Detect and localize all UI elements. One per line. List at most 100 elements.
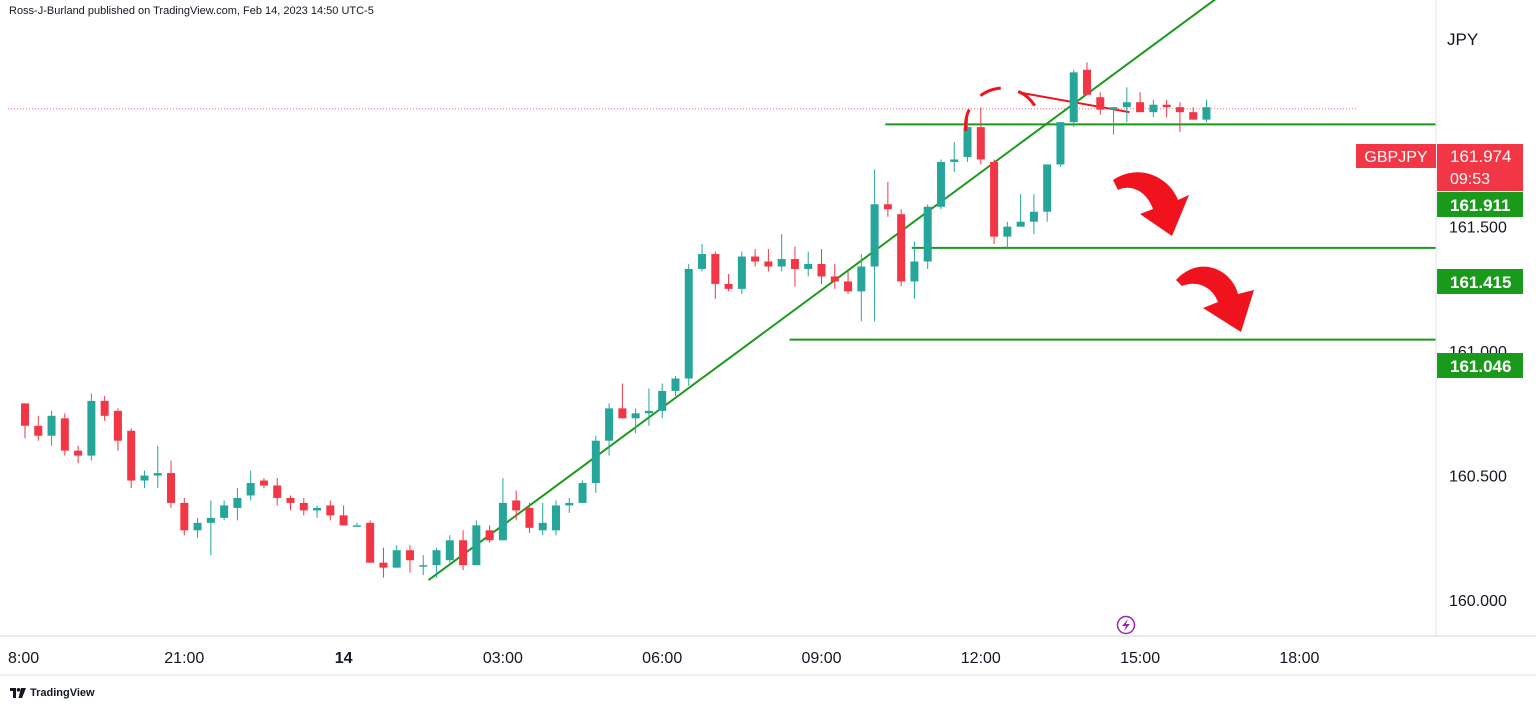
candle[interactable] [830,264,839,289]
candle[interactable] [644,388,653,426]
candle[interactable] [658,383,667,419]
candle[interactable] [698,244,707,272]
candle[interactable] [684,264,693,386]
candle[interactable] [1056,122,1065,167]
candle-body [1202,107,1211,120]
candle[interactable] [578,480,587,503]
candle[interactable] [936,159,945,210]
candle-body [113,410,122,441]
candle[interactable] [1202,99,1211,123]
candle[interactable] [34,415,43,441]
candle[interactable] [552,500,560,536]
candle[interactable] [313,505,322,518]
candle[interactable] [153,445,162,488]
candle[interactable] [366,520,375,563]
candle[interactable] [751,249,760,267]
candle[interactable] [472,520,481,566]
candle[interactable] [1162,99,1171,118]
candle[interactable] [1069,69,1078,128]
candle[interactable] [498,478,507,541]
candle[interactable] [352,522,361,527]
candle[interactable] [60,413,69,456]
candle[interactable] [857,254,866,322]
candle[interactable] [1109,107,1118,135]
candle[interactable] [923,204,932,269]
candle[interactable] [870,169,879,322]
candle[interactable] [724,273,733,292]
candle-body [976,127,985,160]
candle[interactable] [538,502,547,536]
candle[interactable] [1029,194,1038,235]
candle[interactable] [883,181,892,217]
candle[interactable] [565,497,574,513]
candle[interactable] [591,435,600,493]
candle[interactable] [445,535,454,563]
candle[interactable] [220,500,229,521]
candle[interactable] [976,107,985,165]
candle[interactable] [74,445,83,464]
candle[interactable] [339,505,348,526]
candle[interactable] [1136,92,1145,113]
candle[interactable] [605,403,614,456]
candle[interactable] [512,490,521,521]
candle[interactable] [21,403,29,439]
candle[interactable] [950,142,959,172]
candle[interactable] [286,495,295,511]
candle[interactable] [419,555,428,576]
candle[interactable] [113,408,122,451]
candle-body [1189,112,1198,120]
price-labels: GBPJPY 161.974 09:53 161.911 161.415 161… [1356,144,1523,378]
candle[interactable] [1096,92,1105,115]
candle-body [180,502,189,531]
candle[interactable] [87,393,96,461]
candle[interactable] [140,470,149,488]
candle[interactable] [405,545,414,573]
candle[interactable] [1083,62,1091,95]
candle[interactable] [897,209,906,287]
candle[interactable] [737,251,746,294]
candle[interactable] [1175,102,1184,133]
candle[interactable] [618,383,627,419]
candle[interactable] [777,234,786,272]
candle[interactable] [804,251,813,277]
candle[interactable] [764,249,773,272]
candle[interactable] [193,517,202,538]
candle[interactable] [1122,87,1131,123]
candle[interactable] [671,376,680,396]
candle[interactable] [817,249,826,284]
candle[interactable] [1149,99,1158,118]
candle[interactable] [392,545,401,568]
candle[interactable] [844,271,853,294]
candle[interactable] [1016,194,1025,227]
candle[interactable] [180,497,189,536]
candle[interactable] [167,460,176,508]
candle[interactable] [326,500,335,521]
candle[interactable] [910,241,919,299]
candle[interactable] [432,547,441,578]
candle[interactable] [790,246,799,287]
candle[interactable] [47,410,56,446]
candle[interactable] [100,395,109,421]
candle[interactable] [1189,107,1198,120]
candle[interactable] [631,408,640,434]
candle[interactable] [299,497,308,516]
candle[interactable] [711,251,720,299]
candle[interactable] [485,525,494,543]
level-1-box [1437,192,1523,217]
candle[interactable] [963,114,972,162]
candle[interactable] [379,547,388,578]
candle[interactable] [206,500,215,556]
candle[interactable] [246,470,255,501]
candle[interactable] [233,488,242,521]
currency-label: JPY [1447,30,1479,49]
candle[interactable] [990,159,999,245]
lightning-icon[interactable] [1116,615,1136,635]
candle[interactable] [127,428,136,488]
candle[interactable] [459,530,468,571]
candle[interactable] [1003,221,1012,250]
candle[interactable] [1043,164,1052,222]
candle[interactable] [525,502,534,533]
candle[interactable] [273,478,282,506]
candle[interactable] [259,478,268,488]
